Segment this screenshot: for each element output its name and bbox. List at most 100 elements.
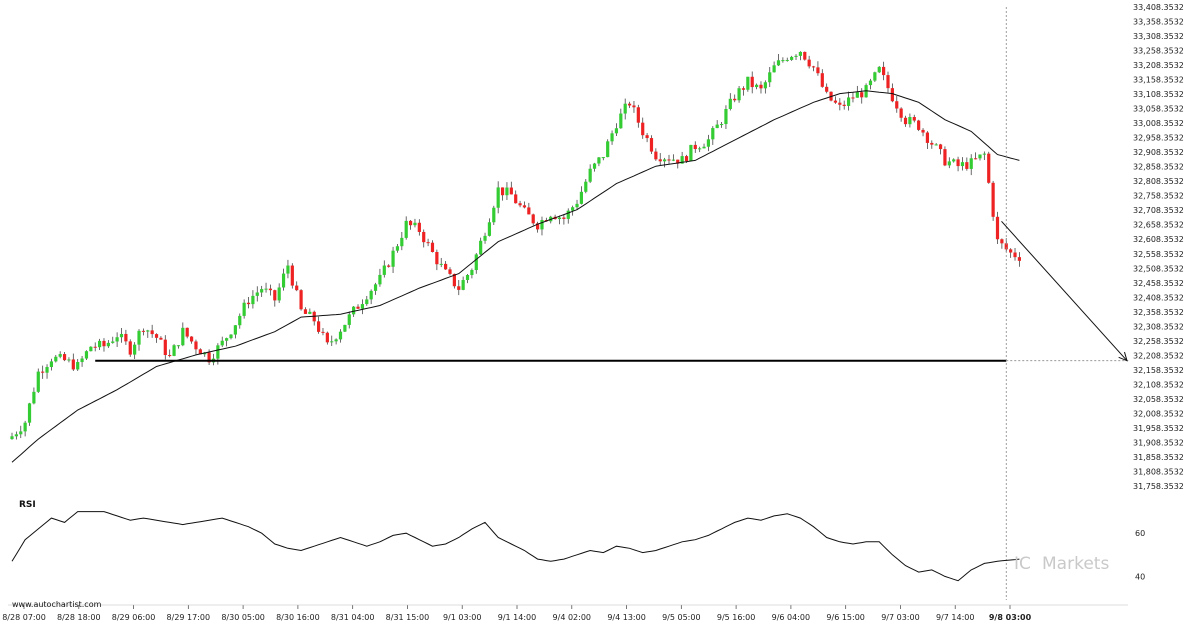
candle-down xyxy=(290,265,294,286)
candle-up xyxy=(575,203,579,208)
price-tick-label: 32,108.3532 xyxy=(1133,380,1184,389)
candle-down xyxy=(851,97,855,99)
time-tick-label: 8/30 16:00 xyxy=(276,613,320,622)
candle-down xyxy=(189,336,194,342)
candle-down xyxy=(667,159,671,161)
candle-down xyxy=(917,120,921,130)
candle-down xyxy=(842,104,846,106)
candle-down xyxy=(641,122,645,136)
candle-up xyxy=(798,51,802,56)
rsi-tick-label: 60 xyxy=(1135,529,1145,538)
time-tick-label: 8/28 07:00 xyxy=(2,613,46,622)
rsi-panel: RSI xyxy=(11,500,1020,582)
candle-up xyxy=(264,288,268,290)
price-tick-label: 31,758.3532 xyxy=(1133,482,1184,491)
time-tick-label: 9/4 13:00 xyxy=(607,613,645,622)
candle-down xyxy=(943,149,947,166)
candle-down xyxy=(536,223,540,230)
candle-down xyxy=(921,129,925,133)
candle-down xyxy=(811,66,816,68)
candle-up xyxy=(479,240,483,255)
candle-down xyxy=(995,216,1000,240)
candle-down xyxy=(163,339,167,356)
candle-down xyxy=(803,51,807,60)
candle-down xyxy=(733,98,737,101)
candle-up xyxy=(557,217,562,220)
time-tick-label: 9/6 04:00 xyxy=(772,613,810,622)
candle-down xyxy=(194,341,198,350)
time-tick-label: 9/4 02:00 xyxy=(553,613,591,622)
time-tick-label: 8/31 15:00 xyxy=(386,613,430,622)
price-tick-label: 31,958.3532 xyxy=(1133,424,1184,433)
candle-up xyxy=(334,339,338,342)
price-tick-label: 33,258.3532 xyxy=(1133,47,1184,56)
candle-down xyxy=(1013,252,1017,258)
candle-down xyxy=(820,73,824,87)
price-tick-label: 31,808.3532 xyxy=(1133,467,1184,476)
candle-up xyxy=(242,302,246,316)
projection-arrow xyxy=(1001,221,1128,362)
candle-up xyxy=(251,295,255,305)
price-tick-label: 32,708.3532 xyxy=(1133,206,1184,215)
candle-up xyxy=(846,97,851,106)
candle-up xyxy=(338,331,343,340)
candle-down xyxy=(356,306,360,309)
candle-up xyxy=(365,299,369,305)
candle-up xyxy=(592,163,597,169)
price-tick-label: 32,258.3532 xyxy=(1133,337,1184,346)
candle-down xyxy=(500,187,505,196)
candle-up xyxy=(286,265,290,274)
candle-down xyxy=(930,142,934,145)
candle-up xyxy=(566,210,570,219)
candle-up xyxy=(776,60,781,66)
candle-up xyxy=(487,222,492,236)
price-tick-label: 33,158.3532 xyxy=(1133,76,1184,85)
candle-up xyxy=(579,191,583,204)
projection-arrowhead xyxy=(1118,351,1128,362)
candle-down xyxy=(168,355,172,357)
candle-up xyxy=(505,187,509,196)
candle-down xyxy=(833,100,838,103)
candle-up xyxy=(89,346,93,352)
candle-up xyxy=(330,341,334,343)
candle-up xyxy=(27,403,32,423)
moving-average-series xyxy=(11,90,1020,463)
candle-up xyxy=(702,146,706,149)
candle-down xyxy=(207,352,211,363)
candle-down xyxy=(198,349,202,355)
candle-up xyxy=(58,354,62,357)
time-tick-label: 9/1 03:00 xyxy=(443,613,481,622)
candle-down xyxy=(426,242,430,244)
candle-up xyxy=(176,345,181,347)
price-tick-label: 32,058.3532 xyxy=(1133,395,1184,404)
price-tick-label: 33,308.3532 xyxy=(1133,32,1184,41)
price-tick-label: 32,408.3532 xyxy=(1133,293,1184,302)
candle-down xyxy=(1017,257,1021,261)
candle-up xyxy=(982,153,986,155)
candle-down xyxy=(807,59,811,67)
time-tick-label: 8/29 06:00 xyxy=(112,613,156,622)
rsi-tick-label: 40 xyxy=(1135,572,1145,581)
candle-up xyxy=(308,311,312,314)
price-tick-label: 32,808.3532 xyxy=(1133,177,1184,186)
candle-up xyxy=(755,84,759,88)
price-tick-label: 33,108.3532 xyxy=(1133,90,1184,99)
candle-down xyxy=(925,132,930,143)
candle-down xyxy=(518,203,522,206)
candle-down xyxy=(1004,243,1008,250)
candle-up xyxy=(133,344,137,355)
candle-up xyxy=(76,362,80,370)
candle-up xyxy=(220,340,224,346)
time-tick-label: 9/8 03:00 xyxy=(989,613,1032,622)
candle-down xyxy=(562,217,566,219)
candle-down xyxy=(150,330,154,335)
time-tick-label: 9/7 14:00 xyxy=(936,613,974,622)
time-tick-label: 8/30 05:00 xyxy=(221,613,265,622)
rsi-axis: 60 40 xyxy=(1135,529,1145,581)
candle-up xyxy=(606,141,610,158)
rsi-line xyxy=(11,511,1020,582)
candle-down xyxy=(991,182,995,217)
candle-up xyxy=(790,56,794,60)
candle-up xyxy=(49,361,54,368)
price-tick-label: 32,008.3532 xyxy=(1133,409,1184,418)
